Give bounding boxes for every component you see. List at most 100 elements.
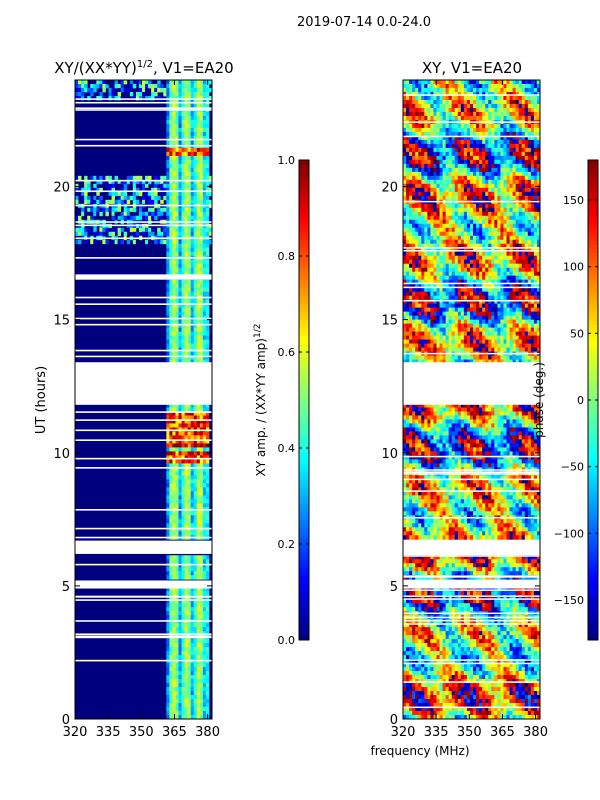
amplitude-cell bbox=[199, 571, 204, 576]
phase-cell bbox=[469, 131, 474, 137]
amplitude-cell bbox=[169, 355, 173, 360]
phase-cell bbox=[515, 171, 520, 177]
colorbar-swatch bbox=[299, 528, 309, 533]
amplitude-cell bbox=[181, 335, 185, 340]
phase-cell bbox=[485, 163, 489, 169]
amplitude-cell bbox=[184, 431, 189, 436]
amplitude-cell bbox=[148, 179, 152, 185]
phase-cell bbox=[515, 191, 520, 197]
amplitude-cell bbox=[199, 559, 204, 564]
phase-cell bbox=[479, 195, 483, 201]
phase-cell bbox=[421, 83, 425, 89]
amplitude-cell bbox=[166, 175, 170, 181]
phase-cell bbox=[418, 263, 422, 269]
amplitude-cell bbox=[87, 183, 91, 189]
phase-cell bbox=[503, 107, 507, 113]
phase-cell bbox=[482, 263, 486, 269]
amplitude-cell bbox=[178, 699, 182, 704]
phase-cell bbox=[469, 135, 474, 141]
phase-cell bbox=[424, 263, 428, 269]
phase-cell bbox=[530, 95, 535, 101]
phase-cell bbox=[497, 123, 501, 129]
phase-cell bbox=[533, 175, 538, 181]
amplitude-cell bbox=[148, 207, 152, 213]
amplitude-cell bbox=[202, 291, 207, 297]
amplitude-cell bbox=[181, 563, 185, 568]
amplitude-cell bbox=[169, 643, 173, 648]
phase-cell bbox=[488, 171, 492, 177]
phase-cell bbox=[406, 223, 410, 229]
phase-cell bbox=[524, 87, 529, 93]
amplitude-cell bbox=[145, 175, 149, 181]
phase-cell bbox=[512, 191, 517, 197]
amplitude-cell bbox=[184, 715, 189, 720]
colorbar-swatch bbox=[299, 476, 309, 481]
amplitude-cell bbox=[190, 483, 195, 488]
amplitude-cell bbox=[184, 247, 189, 253]
amplitude-cell bbox=[90, 215, 94, 221]
colorbar-swatch bbox=[299, 516, 309, 521]
amplitude-cell bbox=[199, 419, 204, 424]
phase-cell bbox=[442, 235, 447, 241]
amplitude-cell bbox=[169, 691, 173, 696]
amplitude-cell bbox=[190, 351, 195, 356]
amplitude-cell bbox=[193, 271, 198, 277]
phase-cell bbox=[512, 163, 517, 169]
amplitude-cell bbox=[181, 195, 185, 201]
phase-cell bbox=[457, 211, 462, 217]
amplitude-cell bbox=[175, 91, 179, 97]
phase-cell bbox=[451, 91, 456, 97]
phase-cell bbox=[482, 187, 486, 193]
amplitude-cell bbox=[175, 703, 179, 708]
phase-cell bbox=[485, 131, 489, 137]
amplitude-cell bbox=[190, 511, 195, 516]
amplitude-cell bbox=[175, 515, 179, 520]
amplitude-cell bbox=[205, 311, 210, 317]
amplitude-cell bbox=[169, 243, 173, 249]
amplitude-cell bbox=[166, 531, 170, 536]
phase-cell bbox=[479, 191, 483, 197]
phase-cell bbox=[454, 191, 459, 197]
amplitude-cell bbox=[202, 447, 207, 452]
phase-cell bbox=[460, 143, 465, 149]
amplitude-cell bbox=[160, 179, 164, 185]
amplitude-cell bbox=[132, 83, 137, 89]
amplitude-cell bbox=[205, 671, 210, 676]
phase-cell bbox=[427, 175, 431, 181]
phase-cell bbox=[448, 107, 453, 113]
phase-cell bbox=[403, 135, 407, 141]
phase-cell bbox=[427, 227, 431, 233]
phase-cell bbox=[427, 151, 431, 157]
amplitude-cell bbox=[196, 643, 201, 648]
phase-cell bbox=[457, 135, 462, 141]
phase-cell bbox=[406, 231, 410, 237]
amplitude-cell bbox=[126, 179, 131, 185]
amplitude-cell bbox=[81, 227, 85, 233]
amplitude-cell bbox=[193, 703, 198, 708]
amplitude-cell bbox=[169, 503, 173, 508]
phase-cell bbox=[406, 115, 410, 121]
amplitude-cell bbox=[196, 179, 201, 185]
phase-cell bbox=[445, 243, 450, 249]
phase-cell bbox=[430, 247, 434, 253]
phase-cell bbox=[533, 87, 538, 93]
phase-cell bbox=[482, 219, 486, 225]
phase-cell bbox=[427, 239, 431, 245]
amplitude-cell bbox=[193, 639, 198, 644]
amplitude-cell bbox=[123, 215, 128, 221]
amplitude-cell bbox=[205, 215, 210, 221]
amplitude-cell bbox=[190, 267, 195, 273]
phase-cell bbox=[415, 259, 419, 265]
phase-cell bbox=[451, 195, 456, 201]
phase-cell bbox=[500, 279, 504, 285]
amplitude-cell bbox=[166, 707, 170, 712]
phase-cell bbox=[503, 127, 507, 133]
colorbar-swatch bbox=[299, 632, 309, 637]
amplitude-cell bbox=[169, 523, 173, 528]
phase-cell bbox=[454, 139, 459, 145]
phase-cell bbox=[521, 111, 526, 117]
amplitude-cell bbox=[199, 271, 204, 277]
phase-cell bbox=[482, 235, 486, 241]
phase-cell bbox=[533, 247, 538, 253]
phase-cell bbox=[421, 80, 425, 85]
